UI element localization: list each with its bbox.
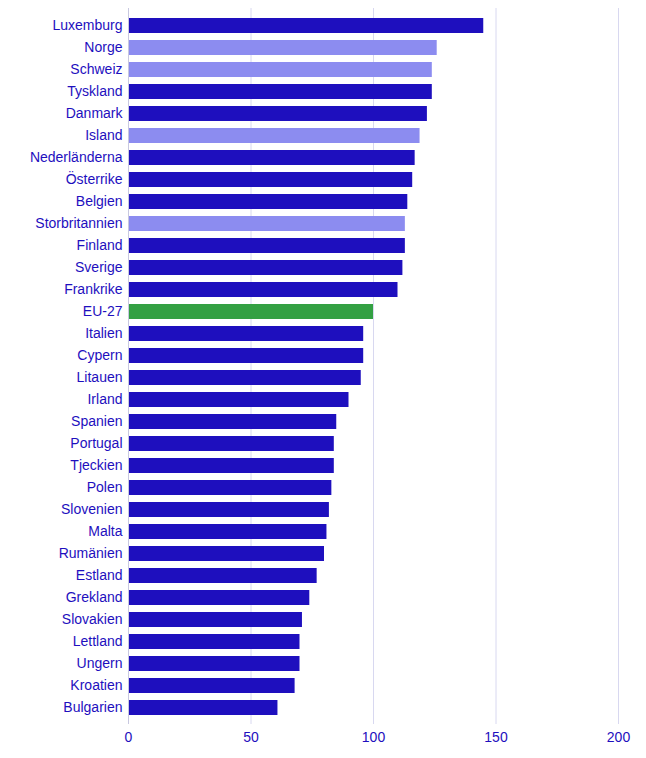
svg-text:Storbritannien: Storbritannien [35, 215, 122, 231]
svg-text:Schweiz: Schweiz [70, 61, 122, 77]
svg-text:Portugal: Portugal [70, 435, 122, 451]
svg-text:Kroatien: Kroatien [70, 677, 122, 693]
svg-text:Frankrike: Frankrike [64, 281, 123, 297]
svg-text:Malta: Malta [88, 523, 122, 539]
svg-text:Litauen: Litauen [77, 369, 123, 385]
svg-text:Finland: Finland [77, 237, 123, 253]
svg-text:Grekland: Grekland [66, 589, 123, 605]
svg-text:Nederländerna: Nederländerna [30, 149, 123, 165]
svg-text:Rumänien: Rumänien [59, 545, 123, 561]
svg-text:50: 50 [243, 729, 259, 745]
svg-text:100: 100 [362, 729, 386, 745]
svg-text:Slovakien: Slovakien [62, 611, 123, 627]
svg-text:Norge: Norge [84, 39, 122, 55]
svg-text:Spanien: Spanien [71, 413, 122, 429]
svg-text:Danmark: Danmark [66, 105, 124, 121]
svg-text:150: 150 [484, 729, 508, 745]
svg-text:Slovenien: Slovenien [61, 501, 123, 517]
svg-text:200: 200 [607, 729, 631, 745]
svg-text:Cypern: Cypern [77, 347, 122, 363]
svg-text:Luxemburg: Luxemburg [52, 17, 122, 33]
svg-text:0: 0 [125, 729, 133, 745]
svg-text:EU-27: EU-27 [83, 303, 123, 319]
svg-text:Irland: Irland [87, 391, 122, 407]
svg-text:Island: Island [85, 127, 122, 143]
svg-text:Tjeckien: Tjeckien [70, 457, 122, 473]
svg-text:Ungern: Ungern [77, 655, 123, 671]
svg-text:Polen: Polen [87, 479, 123, 495]
svg-text:Italien: Italien [85, 325, 122, 341]
svg-text:Sverige: Sverige [75, 259, 123, 275]
svg-text:Österrike: Österrike [66, 170, 123, 187]
svg-text:Tyskland: Tyskland [67, 83, 122, 99]
svg-text:Estland: Estland [76, 567, 123, 583]
svg-text:Bulgarien: Bulgarien [63, 699, 122, 715]
svg-text:Belgien: Belgien [76, 193, 123, 209]
svg-text:Lettland: Lettland [73, 633, 123, 649]
